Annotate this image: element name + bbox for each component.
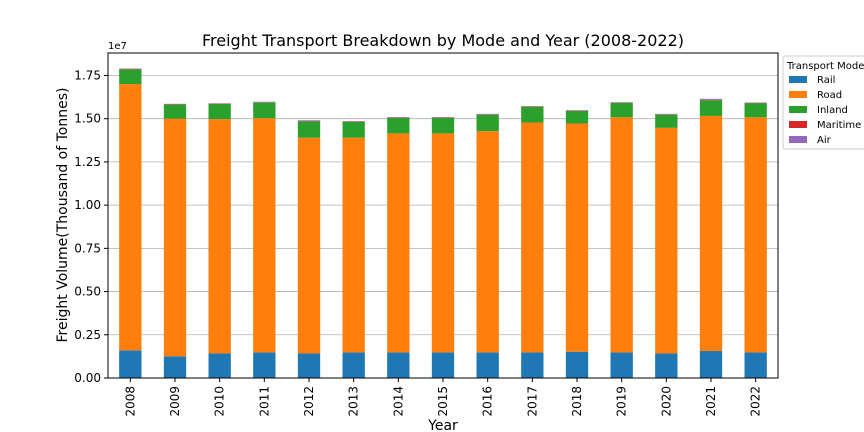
y-tick-label: 1.00: [74, 198, 101, 212]
bar-rail-2022: [744, 352, 767, 378]
legend-label-rail: Rail: [817, 75, 835, 86]
bar-road-2009: [163, 118, 187, 357]
y-tick-label: 0.00: [74, 371, 101, 385]
bar-rail-2008: [119, 350, 142, 378]
legend-label-maritime: Maritime: [817, 120, 861, 131]
bar-inland-2008: [119, 69, 142, 85]
bar-rail-2009: [163, 356, 187, 378]
legend-label-inland: Inland: [817, 105, 848, 116]
x-tick-label: 2021: [704, 386, 718, 417]
x-tick-label: 2013: [347, 386, 361, 417]
bar-rail-2015: [431, 352, 455, 378]
y-axis-label: Freight Volume(Thousand of Tonnes): [55, 88, 71, 343]
bar-inland-2012: [297, 121, 321, 138]
bar-rail-2013: [342, 352, 365, 378]
bar-air-2021: [699, 98, 723, 100]
y-tick-label: 1.25: [74, 155, 101, 169]
bar-road-2012: [297, 137, 321, 354]
x-tick-label: 2018: [570, 386, 584, 417]
x-tick-label: 2008: [123, 386, 137, 417]
bar-road-2021: [699, 115, 723, 352]
bar-rail-2010: [208, 353, 231, 378]
legend-swatch-air: [789, 136, 807, 143]
y-tick-label: 1.50: [74, 112, 101, 126]
bar-inland-2014: [387, 117, 410, 134]
bar-road-2016: [476, 131, 499, 353]
x-tick-label: 2012: [302, 386, 316, 417]
bar-road-2011: [253, 118, 276, 353]
bar-road-2015: [431, 133, 455, 353]
bar-rail-2018: [565, 351, 589, 378]
legend-swatch-rail: [789, 76, 807, 83]
bar-rail-2016: [476, 352, 499, 378]
bar-inland-2018: [565, 110, 589, 124]
x-tick-label: 2009: [168, 386, 182, 417]
y-tick-label: 1.75: [74, 68, 101, 82]
x-tick-label: 2022: [749, 386, 763, 417]
bar-road-2014: [387, 133, 410, 353]
y-tick-label: 0.25: [74, 328, 101, 342]
legend-title: Transport Mode: [786, 61, 864, 72]
y-tick-label: 0.50: [74, 285, 101, 299]
bar-road-2017: [521, 122, 544, 353]
chart-title: Freight Transport Breakdown by Mode and …: [202, 31, 684, 50]
x-axis-ticks: 2008 2009 2010 2011 2012 2013 2014 2015 2016 2017…: [123, 378, 763, 417]
legend-swatch-road: [789, 91, 807, 98]
legend-label-air: Air: [817, 135, 832, 146]
legend: Transport Mode Rail Road Inland Maritime Air: [782, 55, 864, 150]
bar-inland-2019: [610, 102, 633, 118]
bar-road-2020: [655, 127, 678, 354]
x-axis-label: Year: [427, 418, 458, 432]
y-tick-label: 0.75: [74, 241, 101, 255]
y-multiplier-label: 1e7: [108, 41, 127, 52]
bar-rail-2012: [297, 353, 321, 378]
bar-road-2019: [610, 117, 633, 353]
x-tick-label: 2016: [481, 386, 495, 417]
x-tick-label: 2019: [615, 386, 629, 417]
x-tick-label: 2017: [525, 386, 539, 417]
legend-swatch-inland: [789, 106, 807, 113]
bar-road-2022: [744, 117, 767, 353]
x-tick-label: 2011: [257, 386, 271, 417]
legend-swatch-maritime: [789, 121, 807, 128]
y-axis-ticks: 0.00 0.25 0.50 0.75 1.00 1.25 1.50 1.75: [74, 68, 108, 385]
x-tick-label: 2020: [659, 386, 673, 417]
bar-rail-2017: [521, 352, 544, 378]
bar-inland-2020: [655, 114, 678, 128]
bar-road-2018: [565, 123, 589, 352]
bar-air-2008: [119, 68, 142, 70]
bar-road-2010: [208, 119, 231, 354]
bar-inland-2021: [699, 100, 723, 116]
bar-air-2011: [253, 101, 276, 103]
bar-air-2020: [655, 113, 678, 115]
bar-inland-2015: [431, 117, 455, 134]
bars: [119, 68, 767, 378]
bar-inland-2010: [208, 103, 231, 120]
bar-air-2016: [476, 113, 499, 115]
legend-label-road: Road: [817, 90, 842, 101]
bar-inland-2016: [476, 114, 499, 132]
bar-road-2013: [342, 137, 365, 353]
x-tick-label: 2010: [213, 386, 227, 417]
bar-road-2008: [119, 84, 142, 351]
bar-rail-2014: [387, 352, 410, 378]
bar-air-2012: [297, 120, 321, 121]
x-tick-label: 2015: [436, 386, 450, 417]
bar-inland-2011: [253, 102, 276, 119]
x-tick-label: 2014: [391, 386, 405, 417]
bar-rail-2020: [655, 353, 678, 378]
bar-inland-2009: [163, 104, 187, 119]
bar-inland-2013: [342, 121, 365, 138]
bar-inland-2022: [744, 103, 767, 118]
bar-inland-2017: [521, 106, 544, 123]
bar-rail-2021: [699, 351, 723, 378]
bar-rail-2019: [610, 352, 633, 378]
bar-rail-2011: [253, 352, 276, 378]
